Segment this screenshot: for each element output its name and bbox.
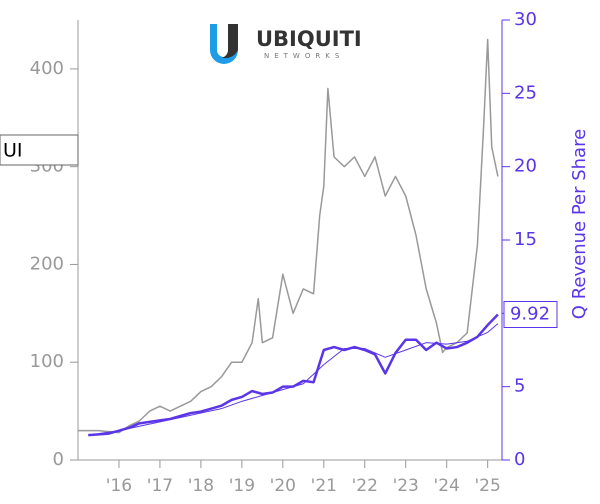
logo-subtext: NETWORKS (264, 52, 344, 60)
x-tick-label: '22 (352, 476, 378, 496)
value-label-box (503, 301, 558, 329)
series-line (88, 313, 499, 437)
y2-tick-label: 30 (514, 9, 537, 30)
series-line (78, 38, 499, 434)
y-tick-label: 100 (30, 351, 64, 372)
x-tick-label: '25 (475, 476, 501, 496)
y2-tick-label: 25 (514, 82, 537, 103)
logo-text: UBIQUITI (256, 27, 362, 51)
x-tick-label: '21 (311, 476, 337, 496)
y2-tick-label: 0 (514, 449, 525, 470)
y2-tick-label: 20 (514, 156, 537, 177)
value-label: 9.92 (510, 304, 550, 325)
y2-axis-label: Q Revenue Per Share (569, 129, 590, 319)
x-tick-label: '23 (393, 476, 419, 496)
logo-mark-dark (222, 24, 238, 59)
logo: UBIQUITI NETWORKS (210, 24, 362, 64)
x-tick-label: '20 (270, 476, 296, 496)
x-tick-label: '19 (229, 476, 255, 496)
y-tick-label: 0 (53, 449, 64, 470)
y-tick-label: 400 (30, 58, 64, 79)
y2-tick-label: 15 (514, 229, 537, 250)
series-line (98, 323, 499, 435)
x-tick-label: '16 (106, 476, 132, 496)
ticker-box (0, 134, 79, 166)
y-tick-label: 200 (30, 253, 64, 274)
y2-tick-label: 5 (514, 376, 525, 397)
x-tick-label: '17 (147, 476, 173, 496)
x-tick-label: '24 (434, 476, 460, 496)
x-tick-label: '18 (188, 476, 214, 496)
ticker-label: UI (3, 140, 23, 162)
